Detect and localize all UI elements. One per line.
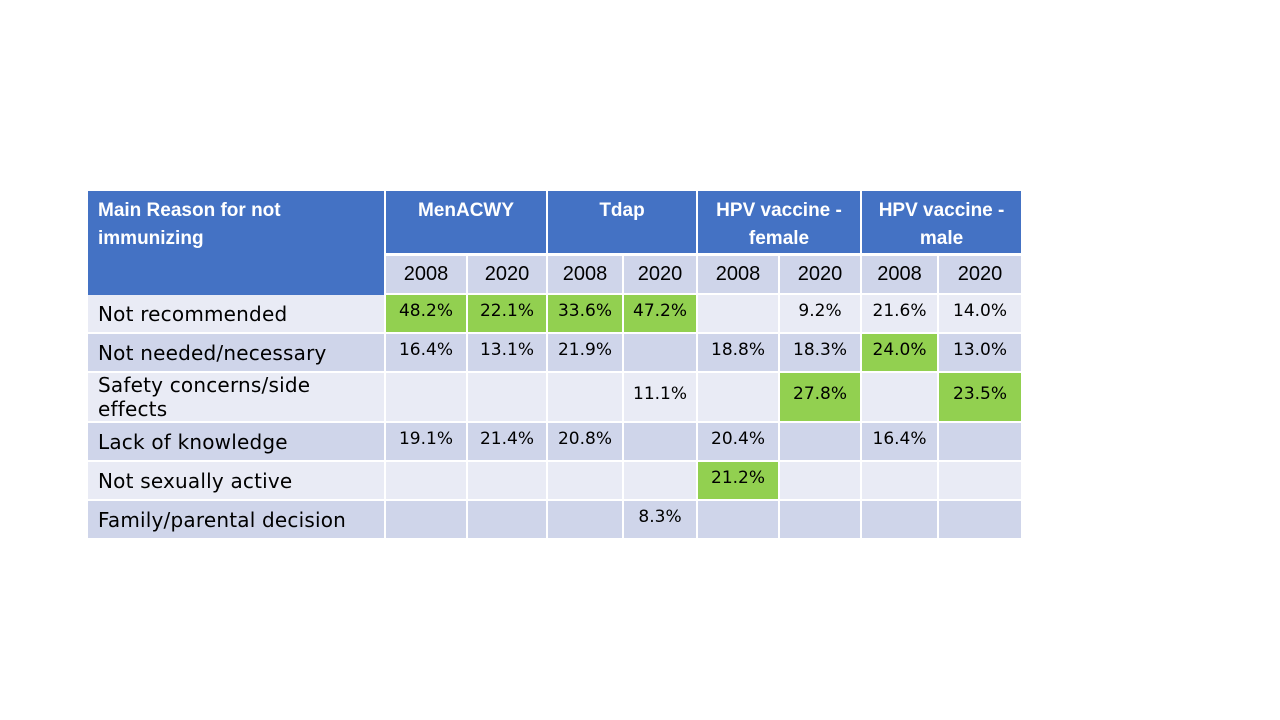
value-cell: 33.6%	[548, 295, 624, 334]
value-cell: 18.3%	[780, 334, 863, 373]
row-label: Family/parental decision	[88, 501, 386, 540]
value-cell	[468, 462, 548, 501]
value-cell: 22.1%	[468, 295, 548, 334]
value-cell: 21.9%	[548, 334, 624, 373]
reason-column-header: Main Reason for not immunizing	[88, 191, 386, 295]
vaccine-header-row: Main Reason for not immunizing MenACWY T…	[88, 191, 1022, 295]
value-cell	[780, 423, 863, 462]
table-row: Not sexually active 21.2%	[88, 462, 1022, 501]
year-header-row: 2008 2020 2008 2020 2008 2020 2008 2020	[88, 256, 1022, 295]
value-cell	[862, 462, 940, 501]
value-cell	[386, 462, 468, 501]
value-cell	[939, 423, 1022, 462]
value-cell	[698, 501, 781, 540]
row-label: Lack of knowledge	[88, 423, 386, 462]
value-cell	[468, 373, 548, 423]
value-cell: 21.4%	[468, 423, 548, 462]
value-cell	[939, 462, 1022, 501]
value-cell: 9.2%	[780, 295, 863, 334]
row-label: Not recommended	[88, 295, 386, 334]
table-row: Lack of knowledge 19.1% 21.4% 20.8% 20.4…	[88, 423, 1022, 462]
value-cell	[939, 501, 1022, 540]
year-header: 2020	[468, 256, 548, 295]
table-row: Not recommended 48.2% 22.1% 33.6% 47.2% …	[88, 295, 1022, 334]
value-cell: 21.6%	[862, 295, 940, 334]
value-cell: 18.8%	[698, 334, 781, 373]
value-cell: 24.0%	[862, 334, 940, 373]
year-header: 2008	[386, 256, 468, 295]
value-cell: 20.4%	[698, 423, 781, 462]
year-header: 2020	[624, 256, 699, 295]
year-header: 2008	[698, 256, 781, 295]
value-cell	[698, 373, 781, 423]
value-cell: 13.1%	[468, 334, 548, 373]
vaccine-header-menacwy: MenACWY	[386, 191, 548, 256]
year-header: 2020	[939, 256, 1022, 295]
value-cell: 48.2%	[386, 295, 468, 334]
row-label: Safety concerns/side effects	[88, 373, 386, 423]
value-cell	[624, 334, 699, 373]
value-cell	[624, 423, 699, 462]
row-label: Not needed/necessary	[88, 334, 386, 373]
table-row: Not needed/necessary 16.4% 13.1% 21.9% 1…	[88, 334, 1022, 373]
year-header: 2008	[548, 256, 624, 295]
value-cell: 19.1%	[386, 423, 468, 462]
value-cell	[780, 501, 863, 540]
value-cell	[386, 501, 468, 540]
value-cell	[468, 501, 548, 540]
table-row: Family/parental decision 8.3%	[88, 501, 1022, 540]
value-cell: 23.5%	[939, 373, 1022, 423]
row-label: Not sexually active	[88, 462, 386, 501]
value-cell	[548, 501, 624, 540]
value-cell: 8.3%	[624, 501, 699, 540]
value-cell: 47.2%	[624, 295, 699, 334]
value-cell	[862, 501, 940, 540]
value-cell: 13.0%	[939, 334, 1022, 373]
value-cell: 16.4%	[862, 423, 940, 462]
value-cell: 11.1%	[624, 373, 699, 423]
table-row: Safety concerns/side effects 11.1% 27.8%…	[88, 373, 1022, 423]
value-cell: 20.8%	[548, 423, 624, 462]
value-cell	[624, 462, 699, 501]
value-cell: 16.4%	[386, 334, 468, 373]
reasons-table: Main Reason for not immunizing MenACWY T…	[88, 191, 1022, 540]
value-cell	[698, 295, 781, 334]
year-header: 2020	[780, 256, 863, 295]
value-cell: 21.2%	[698, 462, 781, 501]
vaccine-header-tdap: Tdap	[548, 191, 699, 256]
value-cell	[862, 373, 940, 423]
value-cell: 27.8%	[780, 373, 863, 423]
year-header: 2008	[862, 256, 940, 295]
value-cell	[386, 373, 468, 423]
value-cell	[548, 373, 624, 423]
vaccine-header-hpv-female: HPV vaccine - female	[698, 191, 863, 256]
value-cell: 14.0%	[939, 295, 1022, 334]
vaccine-header-hpv-male: HPV vaccine - male	[862, 191, 1022, 256]
value-cell	[548, 462, 624, 501]
value-cell	[780, 462, 863, 501]
